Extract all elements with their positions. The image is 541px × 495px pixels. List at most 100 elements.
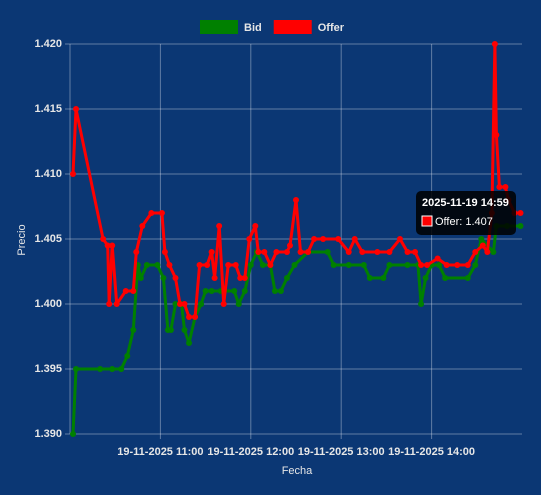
- data-point: [246, 236, 253, 242]
- data-point: [324, 249, 331, 255]
- y-tick-label: 1.410: [34, 168, 62, 180]
- y-tick-label: 1.390: [34, 428, 62, 440]
- data-point: [464, 275, 471, 281]
- data-point: [418, 262, 425, 268]
- data-point: [225, 262, 232, 268]
- data-point: [252, 223, 259, 229]
- data-point: [172, 301, 179, 307]
- data-point: [434, 255, 441, 262]
- x-tick-label: 19-11-2025 13:00: [298, 446, 385, 458]
- legend-swatch: [273, 20, 312, 34]
- data-point: [374, 249, 381, 255]
- data-point: [517, 223, 524, 229]
- data-point: [154, 262, 161, 268]
- data-point: [436, 262, 443, 268]
- data-point: [502, 184, 509, 190]
- data-point: [443, 262, 450, 268]
- data-point: [286, 242, 293, 249]
- data-point: [472, 249, 479, 255]
- data-point: [97, 366, 104, 372]
- x-tick-label: 19-11-2025 12:00: [207, 446, 294, 458]
- data-point: [422, 275, 429, 281]
- data-point: [73, 106, 80, 112]
- data-point: [208, 288, 215, 294]
- data-point: [232, 262, 239, 268]
- data-point: [167, 327, 174, 333]
- data-point: [137, 275, 144, 281]
- data-point: [311, 236, 318, 242]
- data-point: [70, 171, 77, 177]
- data-point: [366, 275, 373, 281]
- data-point: [241, 288, 248, 294]
- legend-label: Offer: [318, 22, 345, 34]
- tooltip: 2025-11-19 14:59 Offer: 1.407: [416, 191, 516, 235]
- data-point: [255, 249, 262, 255]
- data-point: [104, 242, 111, 249]
- data-point: [305, 249, 312, 255]
- data-point: [496, 184, 503, 190]
- data-point: [186, 340, 193, 346]
- data-point: [478, 236, 485, 242]
- data-point: [259, 262, 266, 268]
- data-point: [297, 249, 304, 255]
- data-point: [122, 288, 129, 294]
- data-point: [220, 301, 227, 307]
- data-point: [335, 236, 342, 242]
- data-point: [70, 431, 77, 437]
- data-point: [271, 288, 278, 294]
- data-point: [283, 275, 290, 281]
- data-point: [109, 242, 116, 249]
- y-tick-label: 1.405: [34, 233, 62, 245]
- legend-swatch: [200, 20, 238, 34]
- data-point: [454, 262, 461, 268]
- tooltip-swatch: [421, 215, 433, 227]
- data-point: [517, 210, 524, 216]
- data-point: [235, 301, 242, 307]
- data-point: [192, 314, 199, 320]
- data-point: [196, 262, 203, 268]
- data-point: [418, 301, 425, 307]
- data-point: [186, 314, 193, 320]
- legend-label: Bid: [244, 22, 262, 34]
- data-point: [360, 262, 367, 268]
- data-point: [204, 262, 211, 268]
- data-point: [100, 236, 107, 242]
- data-point: [202, 288, 209, 294]
- data-point: [493, 132, 500, 138]
- data-point: [172, 275, 179, 281]
- data-point: [293, 197, 299, 203]
- data-point: [291, 262, 298, 268]
- data-point: [158, 210, 165, 216]
- data-point: [490, 249, 497, 255]
- data-point: [404, 262, 411, 268]
- data-point: [351, 236, 358, 242]
- data-point: [148, 210, 155, 216]
- data-point: [181, 301, 188, 307]
- data-point: [161, 249, 168, 255]
- data-point: [231, 288, 238, 294]
- data-point: [345, 262, 352, 268]
- data-point: [464, 262, 471, 268]
- data-point: [472, 262, 479, 268]
- data-point: [267, 262, 274, 268]
- y-axis-title: Precio: [16, 224, 28, 255]
- y-tick-label: 1.420: [34, 38, 62, 50]
- data-point: [247, 262, 254, 268]
- x-tick-label: 19-11-2025 11:00: [117, 446, 203, 458]
- data-point: [198, 301, 205, 307]
- x-tick-label: 19-11-2025 14:00: [388, 446, 475, 458]
- data-point: [109, 366, 116, 372]
- data-point: [424, 262, 431, 268]
- tooltip-box: [416, 191, 516, 235]
- y-tick-label: 1.415: [34, 103, 62, 115]
- data-point: [479, 242, 486, 249]
- data-point: [73, 366, 80, 372]
- tooltip-text: Offer: 1.407: [435, 216, 493, 228]
- data-point: [484, 249, 491, 255]
- data-point: [396, 236, 403, 242]
- data-point: [133, 249, 140, 255]
- data-point: [283, 249, 290, 255]
- tooltip-title: 2025-11-19 14:59: [422, 197, 509, 209]
